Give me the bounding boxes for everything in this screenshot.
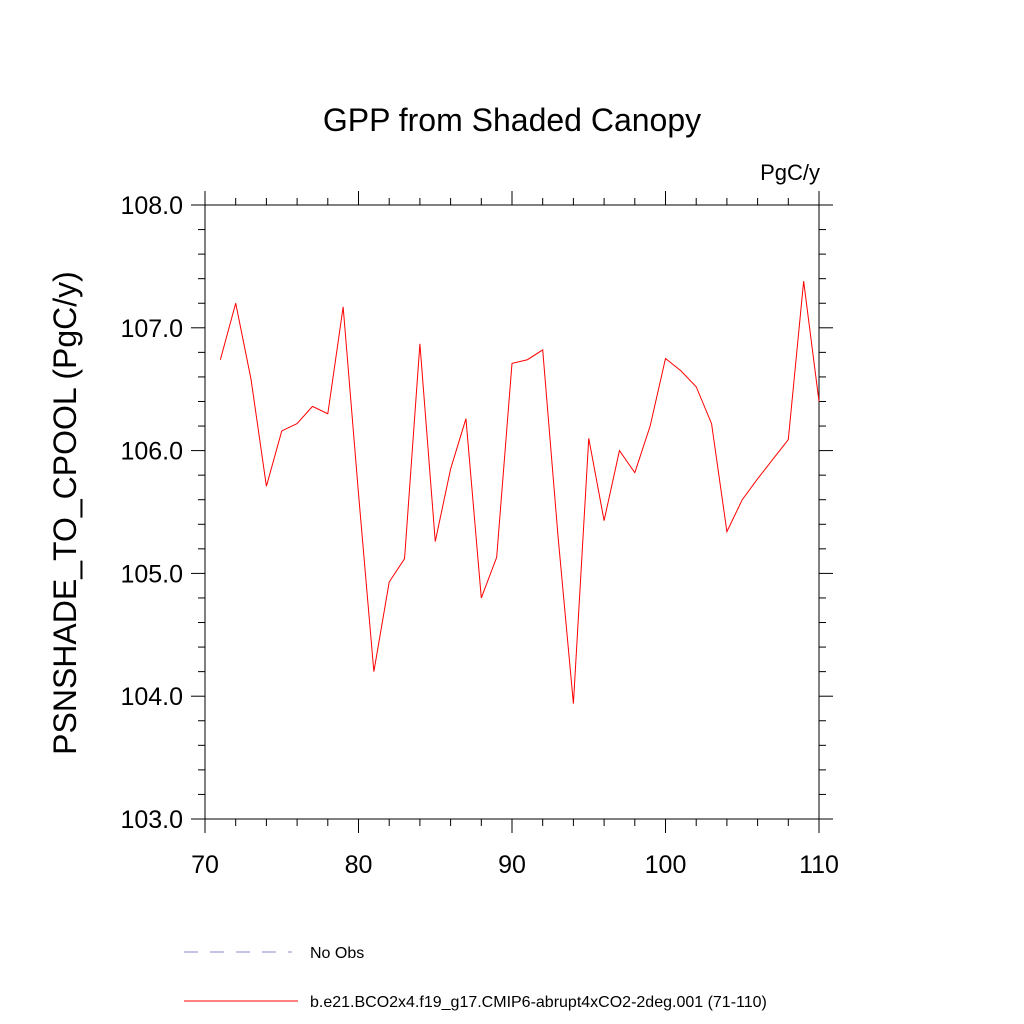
data-point xyxy=(480,596,483,599)
data-point xyxy=(434,540,437,543)
data-point xyxy=(265,485,268,488)
data-point xyxy=(741,498,744,501)
legend-label-no-obs: No Obs xyxy=(310,945,364,962)
data-point xyxy=(771,458,774,461)
y-tick-label: 105.0 xyxy=(120,560,183,588)
data-point xyxy=(495,556,498,559)
units-label: PgC/y xyxy=(760,160,820,185)
data-point xyxy=(618,449,621,452)
data-point xyxy=(464,417,467,420)
data-point xyxy=(787,438,790,441)
axes xyxy=(204,204,820,820)
y-axis-label: PSNSHADE_TO_CPOOL (PgC/y) xyxy=(47,271,83,755)
data-point xyxy=(557,535,560,538)
data-point xyxy=(250,378,253,381)
data-point xyxy=(649,425,652,428)
legend: No Obs b.e21.BCO2x4.f19_g17.CMIP6-abrupt… xyxy=(184,945,767,1011)
data-point xyxy=(664,357,667,360)
series-line xyxy=(219,281,820,704)
data-point xyxy=(418,342,421,345)
data-point xyxy=(802,280,805,283)
x-tick-label: 100 xyxy=(645,851,687,879)
data-point xyxy=(603,519,606,522)
data-point xyxy=(725,530,728,533)
y-tick-label: 104.0 xyxy=(120,683,183,711)
data-point xyxy=(572,702,575,705)
data-point xyxy=(372,670,375,673)
x-tick-label: 80 xyxy=(345,851,373,879)
series-layer xyxy=(219,280,821,705)
x-tick-label: 90 xyxy=(498,851,526,879)
data-point xyxy=(280,429,283,432)
chart-title: GPP from Shaded Canopy xyxy=(323,102,701,138)
data-point xyxy=(633,471,636,474)
data-point xyxy=(679,369,682,372)
y-tick-label: 108.0 xyxy=(120,192,183,220)
data-point xyxy=(342,305,345,308)
x-tick-label: 70 xyxy=(191,851,219,879)
data-point xyxy=(756,477,759,480)
x-tick-label: 110 xyxy=(799,851,839,879)
data-point xyxy=(234,302,237,305)
y-tick-label: 106.0 xyxy=(120,438,183,466)
y-tick-label: 107.0 xyxy=(120,315,183,343)
data-point xyxy=(818,400,821,403)
data-point xyxy=(710,422,713,425)
data-point xyxy=(296,422,299,425)
data-point xyxy=(449,468,452,471)
data-point xyxy=(587,437,590,440)
data-point xyxy=(357,492,360,495)
data-point xyxy=(541,348,544,351)
data-point xyxy=(326,412,329,415)
plot-frame xyxy=(204,204,820,820)
data-point xyxy=(403,557,406,560)
legend-label-model-run: b.e21.BCO2x4.f19_g17.CMIP6-abrupt4xCO2-2… xyxy=(310,994,767,1011)
y-ticks: 103.0 104.0 105.0 106.0 107.0 108.0 xyxy=(120,192,833,834)
data-point xyxy=(695,385,698,388)
data-point xyxy=(219,358,222,361)
data-point xyxy=(526,358,529,361)
data-point xyxy=(311,405,314,408)
data-point xyxy=(511,362,514,365)
x-ticks: 70 80 90 100 110 xyxy=(191,191,839,879)
y-tick-label: 103.0 xyxy=(120,806,183,834)
data-point xyxy=(388,580,391,583)
